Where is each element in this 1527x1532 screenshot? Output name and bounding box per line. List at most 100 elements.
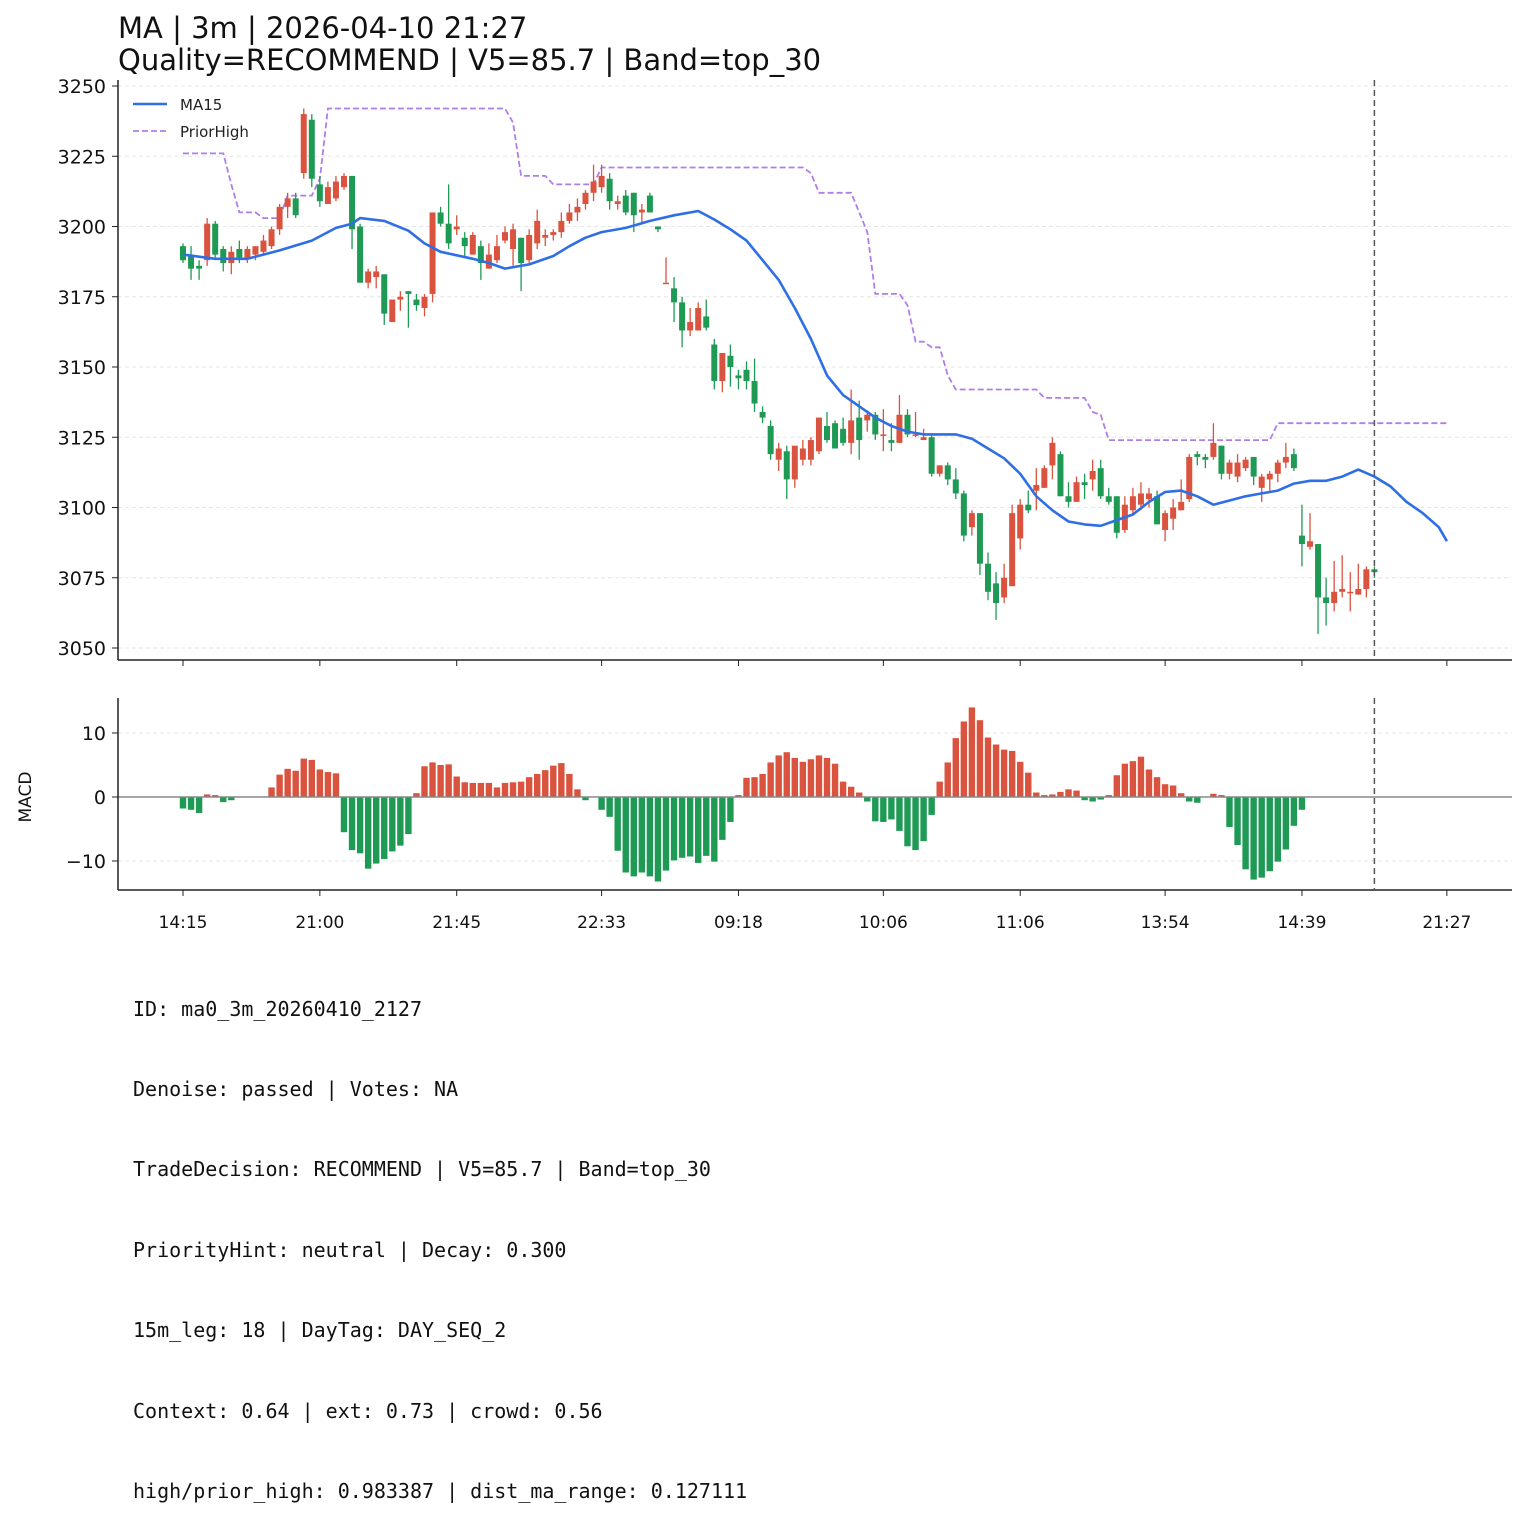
candle bbox=[1170, 499, 1177, 530]
macd-bar bbox=[566, 773, 573, 797]
macd-bar bbox=[1000, 749, 1008, 797]
candle-body bbox=[502, 232, 508, 241]
candle bbox=[1315, 544, 1322, 634]
candle-body bbox=[646, 195, 653, 213]
candle-body bbox=[389, 299, 396, 323]
candle-body bbox=[1146, 493, 1152, 500]
macd-bar bbox=[783, 752, 790, 797]
macd-bar bbox=[767, 762, 774, 797]
candle-body bbox=[276, 206, 283, 230]
candle bbox=[180, 243, 186, 264]
candle-body bbox=[904, 414, 911, 435]
candle-body bbox=[679, 302, 686, 331]
candle bbox=[1162, 510, 1169, 542]
candle bbox=[1210, 423, 1217, 460]
candle-body bbox=[429, 212, 436, 294]
candle bbox=[582, 189, 589, 210]
macd-bar bbox=[791, 757, 798, 797]
candle-body bbox=[743, 369, 750, 382]
candle bbox=[1250, 456, 1257, 486]
macd-bar bbox=[340, 797, 348, 833]
candle-body bbox=[300, 114, 307, 174]
macd-bar bbox=[228, 797, 235, 801]
macd-bar bbox=[429, 762, 436, 797]
candle-body bbox=[751, 381, 758, 404]
candle bbox=[598, 164, 605, 193]
candle-body bbox=[518, 237, 525, 264]
macd-bar bbox=[1218, 795, 1225, 797]
candle-body bbox=[542, 234, 549, 238]
xtick-label: 14:15 bbox=[159, 913, 208, 933]
candle bbox=[1347, 572, 1354, 612]
macd-bar bbox=[695, 797, 702, 863]
candle bbox=[332, 175, 339, 202]
macd-bar bbox=[389, 797, 396, 852]
info-line-leg: 15m_leg: 18 | DayTag: DAY_SEQ_2 bbox=[133, 1318, 507, 1343]
candle-body bbox=[493, 246, 500, 261]
candle-body bbox=[1137, 493, 1144, 505]
candle-body bbox=[413, 299, 420, 306]
candle-body bbox=[767, 426, 774, 455]
candle-body bbox=[196, 265, 203, 269]
candle bbox=[510, 223, 517, 266]
candle bbox=[357, 223, 364, 283]
prior-high-path bbox=[183, 107, 1447, 442]
macd-bar bbox=[904, 797, 911, 847]
candle-body bbox=[574, 206, 581, 213]
macd-bar bbox=[984, 737, 992, 797]
candle-body bbox=[1290, 454, 1297, 469]
macd-bar bbox=[509, 782, 517, 797]
macd-bar bbox=[1210, 793, 1217, 797]
candle bbox=[421, 293, 428, 317]
candle-body bbox=[582, 192, 589, 205]
candle-body bbox=[1307, 541, 1313, 547]
candle bbox=[840, 417, 847, 446]
candle-body bbox=[566, 212, 573, 221]
macd-bar bbox=[1169, 785, 1177, 797]
macd-bar bbox=[461, 782, 468, 797]
macd-bar bbox=[719, 797, 726, 840]
candle bbox=[574, 198, 581, 221]
candle bbox=[832, 420, 839, 449]
candle-body bbox=[598, 175, 605, 188]
candle bbox=[389, 299, 396, 323]
macd-bar bbox=[896, 797, 903, 831]
macd-bar bbox=[831, 763, 839, 797]
candle bbox=[1202, 454, 1209, 469]
candle bbox=[960, 490, 967, 542]
candle-body bbox=[236, 248, 243, 258]
macd-bar bbox=[1073, 790, 1080, 797]
candle bbox=[260, 234, 267, 255]
candle-body bbox=[510, 229, 517, 249]
candle bbox=[1274, 459, 1281, 483]
macd-bar bbox=[1226, 797, 1233, 828]
candle-body bbox=[799, 448, 806, 460]
candle bbox=[461, 232, 468, 258]
candle-body bbox=[381, 274, 388, 314]
candle-body bbox=[1001, 577, 1008, 598]
candle-body bbox=[485, 254, 492, 269]
macd-bar bbox=[212, 795, 219, 797]
candle bbox=[381, 274, 388, 325]
macd-bar bbox=[703, 797, 710, 856]
candle bbox=[1049, 437, 1056, 480]
candle bbox=[1025, 490, 1032, 514]
candle-body bbox=[1298, 535, 1305, 545]
candle-body bbox=[759, 411, 766, 418]
macd-bar bbox=[1266, 797, 1273, 872]
macd-bar bbox=[284, 768, 291, 797]
candle bbox=[349, 175, 356, 249]
candle bbox=[1137, 482, 1144, 511]
candle bbox=[1065, 482, 1072, 508]
macd-bar bbox=[727, 797, 734, 822]
macd-bar bbox=[1025, 772, 1032, 797]
candle-body bbox=[952, 479, 959, 494]
candle-body bbox=[558, 220, 565, 233]
candle bbox=[936, 465, 943, 477]
candle-body bbox=[985, 563, 991, 592]
macd-bar bbox=[646, 797, 654, 877]
candle bbox=[1282, 442, 1289, 469]
macd-ytick-label: −10 bbox=[66, 851, 106, 873]
macd-ytick-label: 10 bbox=[82, 723, 106, 745]
price-ytick-label: 3075 bbox=[58, 568, 106, 590]
